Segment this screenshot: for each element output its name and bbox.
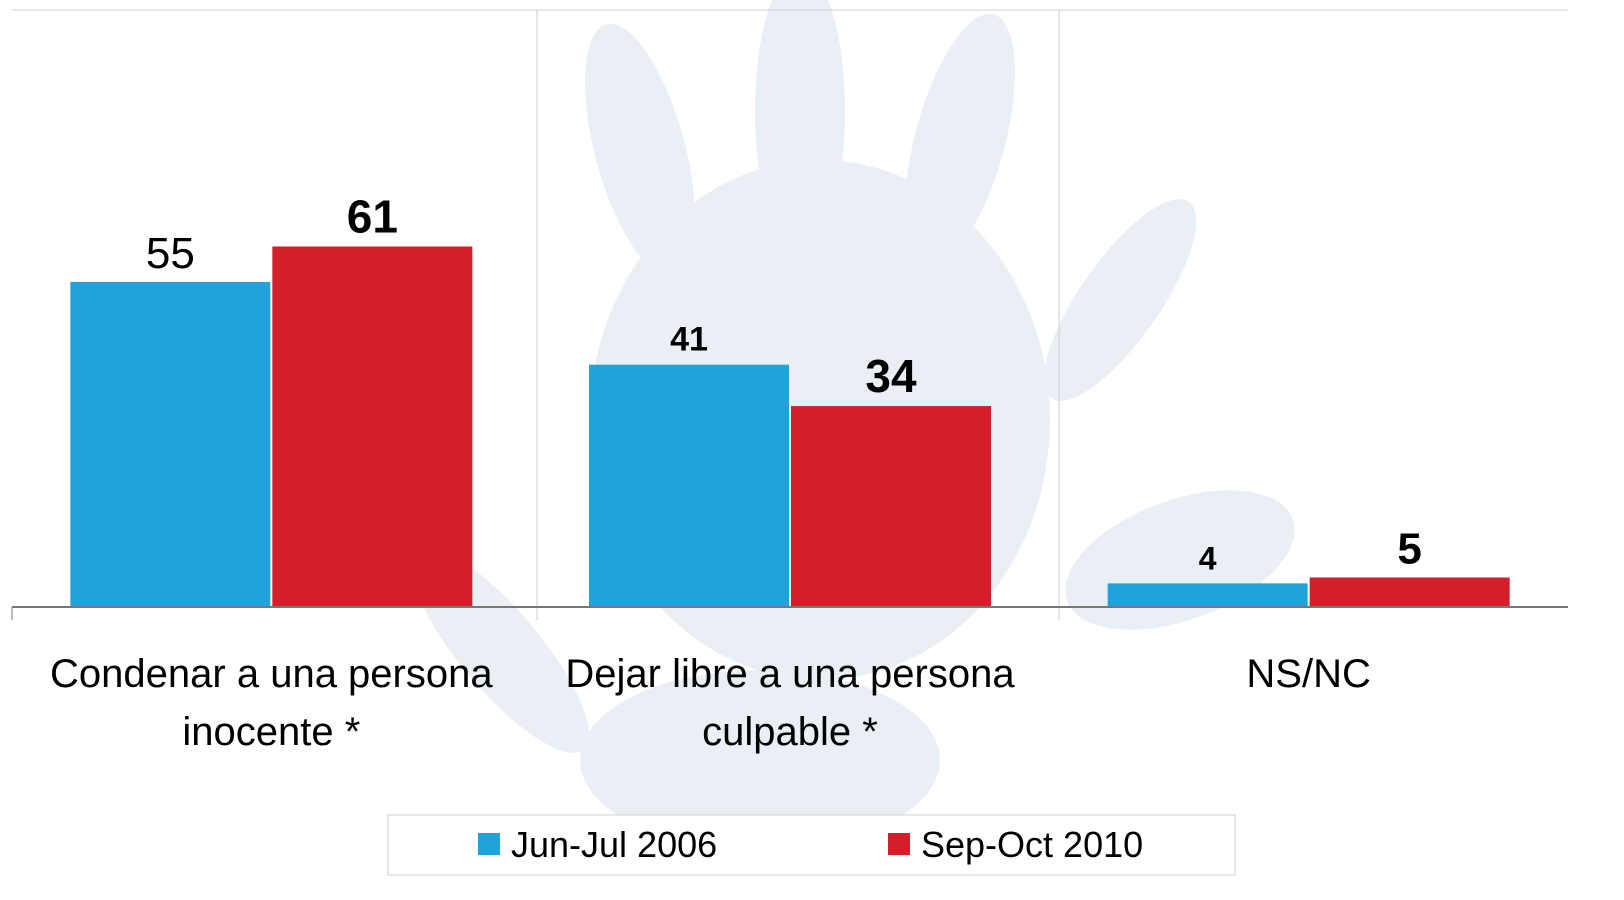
- bar: [791, 406, 991, 607]
- data-label: 61: [347, 190, 398, 242]
- bar: [1107, 583, 1308, 607]
- data-label: 41: [670, 321, 708, 359]
- x-tick-label: Dejar libre a una persona culpable *: [565, 652, 1015, 754]
- data-label: 55: [146, 229, 195, 278]
- data-label: 4: [1199, 540, 1217, 576]
- legend-box: [387, 814, 1236, 876]
- x-tick-label: Condenar a una persona inocente *: [50, 652, 493, 754]
- legend-swatch: [478, 833, 500, 855]
- legend-swatch: [888, 833, 910, 855]
- bar: [272, 246, 473, 608]
- x-tick-label: NS/NC: [1246, 652, 1371, 696]
- bar: [589, 364, 789, 607]
- legend-label: Sep-Oct 2010: [921, 824, 1143, 865]
- data-label: 34: [865, 350, 917, 402]
- legend-label: Jun-Jul 2006: [511, 824, 717, 865]
- bar: [70, 281, 271, 607]
- bar: [1309, 577, 1510, 607]
- data-label: 5: [1397, 524, 1421, 573]
